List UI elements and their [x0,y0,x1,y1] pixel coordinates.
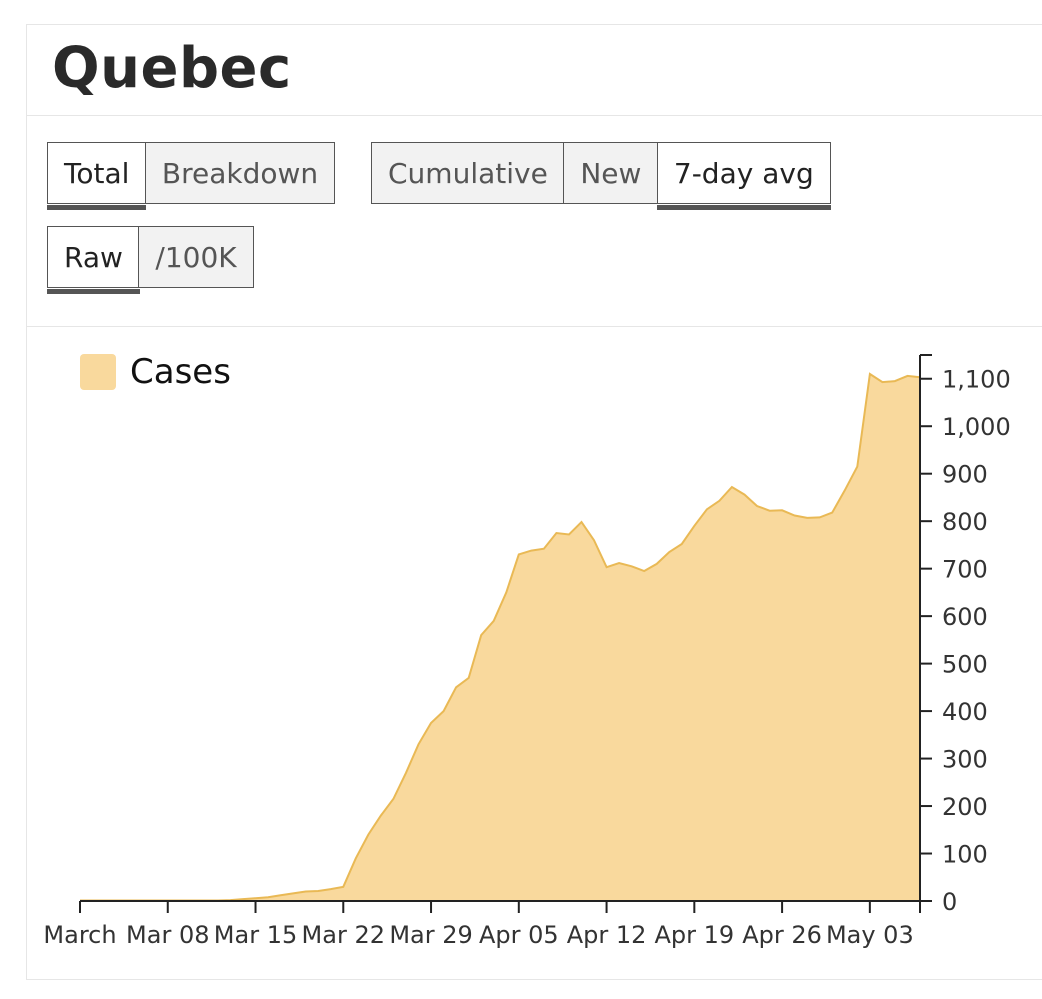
controls-divider [27,326,1042,327]
y-tick-label-7: 700 [942,556,988,584]
y-tick-label-6: 600 [942,603,988,631]
page-title: Quebec [52,36,292,101]
x-tick-label-8: Apr 26 [742,921,822,949]
cases-area [80,374,920,901]
header-divider [27,115,1042,116]
y-tick-label-3: 300 [942,746,988,774]
per-100k-button[interactable]: /100K [138,226,254,288]
new-button[interactable]: New [563,142,659,204]
y-tick-label-11: 1,100 [942,366,1011,394]
y-tick-label-4: 400 [942,698,988,726]
total-button[interactable]: Total [47,142,147,210]
x-tick-label-5: Apr 05 [479,921,559,949]
y-tick-label-2: 200 [942,793,988,821]
x-tick-label-2: Mar 15 [214,921,297,949]
y-tick-label-0: 0 [942,888,957,916]
raw-button[interactable]: Raw [47,226,140,294]
7-day-avg-button[interactable]: 7-day avg [656,142,831,210]
metric-toggle-group: Total Breakdown [47,142,336,210]
legend-swatch-cases [80,354,116,390]
y-tick-label-5: 500 [942,651,988,679]
breakdown-button[interactable]: Breakdown [144,142,336,204]
x-tick-label-9: May 03 [826,921,914,949]
aggregation-toggle-group: Cumulative New 7-day avg [371,142,831,210]
x-tick-label-0: March [43,921,116,949]
x-tick-label-7: Apr 19 [654,921,734,949]
scale-toggle-group: Raw/100K [47,226,254,294]
y-tick-label-1: 100 [942,841,988,869]
x-tick-label-6: Apr 12 [567,921,647,949]
x-tick-label-3: Mar 22 [302,921,385,949]
y-tick-label-9: 900 [942,461,988,489]
chart-card [26,24,1042,980]
legend-label-cases: Cases [130,352,231,392]
y-tick-label-10: 1,000 [942,413,1011,441]
chart-legend: Cases [80,352,231,392]
y-tick-label-8: 800 [942,508,988,536]
x-tick-label-4: Mar 29 [389,921,472,949]
x-tick-label-1: Mar 08 [126,921,209,949]
